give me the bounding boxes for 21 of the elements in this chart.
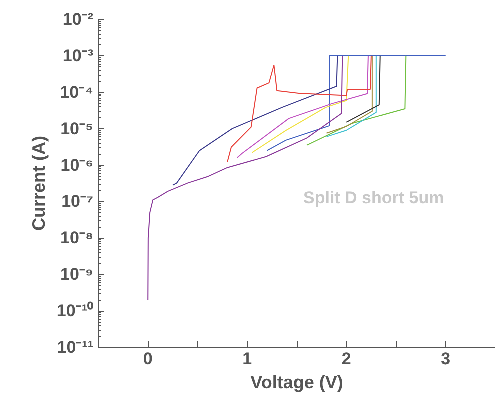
x-tick-label: 0 [143, 350, 153, 368]
line-series [252, 55, 350, 154]
line-series [266, 55, 446, 152]
x-tick-label: 2 [342, 350, 352, 368]
y-tick-label: 10⁻¹⁰ [56, 302, 94, 321]
y-tick-label: 10⁻⁷ [62, 192, 94, 212]
y-tick-label: 10⁻³ [62, 46, 94, 66]
y-tick-label: 10⁻⁸ [60, 228, 94, 248]
line-series [172, 55, 338, 186]
y-tick-label: 10⁻² [62, 10, 94, 29]
line-series [148, 55, 344, 301]
x-tick-label: 1 [242, 350, 252, 368]
y-tick-label: 10⁻⁶ [60, 156, 94, 175]
y-tick-label: 10⁻⁴ [60, 82, 94, 102]
x-tick-label: 3 [441, 350, 451, 368]
y-tick-label: 10⁻⁵ [60, 119, 94, 138]
line-series [306, 55, 407, 146]
x-axis-title: Voltage (V) [250, 372, 344, 392]
y-tick-label: 10⁻¹¹ [57, 338, 94, 357]
y-axis-title: Current (A) [28, 136, 49, 231]
y-tick-label: 10⁻⁹ [60, 265, 94, 284]
